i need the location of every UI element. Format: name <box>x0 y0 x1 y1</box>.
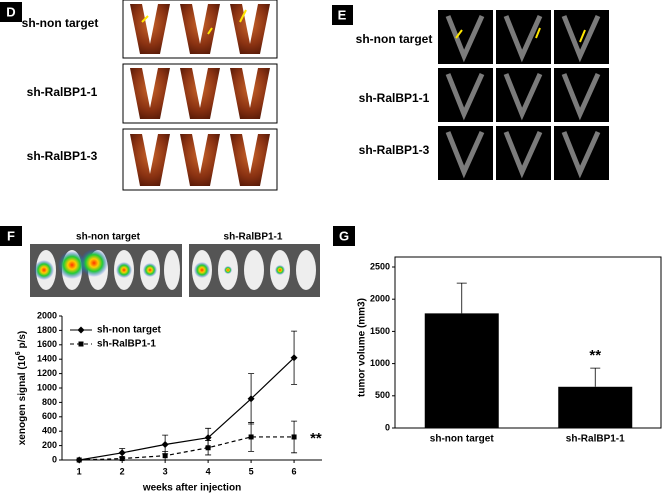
x-tick-label: 1 <box>77 466 82 476</box>
panel-badge <box>0 226 22 246</box>
bar <box>424 313 499 428</box>
marker <box>162 453 168 459</box>
x-tick-label: 2 <box>120 466 125 476</box>
y-tick-label: 1600 <box>37 339 57 349</box>
y-tick-label: 1200 <box>37 368 57 378</box>
series-line <box>79 436 295 461</box>
y-axis-label: tumor volume (mm3) <box>357 298 368 397</box>
panel-label: D <box>6 4 15 19</box>
x-tick-label: 5 <box>249 466 254 476</box>
error-bar <box>590 367 601 387</box>
y-tick-label: 500 <box>375 390 390 400</box>
row-label: sh-RalBP1-3 <box>27 149 98 163</box>
y-axis-label-part: 6 <box>15 351 22 355</box>
panel-badge <box>0 2 22 22</box>
y-axis-label: xenogen signal (106 p/s) <box>15 331 28 446</box>
y-tick-label: 0 <box>52 454 57 464</box>
row-label: sh-RalBP1-1 <box>359 91 430 105</box>
marker <box>76 457 82 463</box>
marker <box>291 434 297 440</box>
y-axis-label-part: xenogen signal (10 <box>17 355 28 445</box>
y-tick-label: 800 <box>42 397 57 407</box>
group-label: sh-non target <box>76 232 141 243</box>
x-tick-label: 3 <box>163 466 168 476</box>
scan-grid <box>438 10 609 180</box>
y-tick-label: 1400 <box>37 354 57 364</box>
marker <box>119 456 125 462</box>
y-tick-label: 2500 <box>370 261 390 271</box>
plot-frame <box>394 256 662 429</box>
bar <box>558 386 633 428</box>
x-tick-label: 4 <box>206 466 211 476</box>
panel-badge <box>333 226 355 246</box>
error-bar <box>456 282 467 314</box>
marker <box>161 441 169 449</box>
y-tick-label: 400 <box>42 426 57 436</box>
marker <box>118 449 126 457</box>
marker <box>248 434 254 440</box>
x-tick-label: 6 <box>292 466 297 476</box>
charts: 0 200 400 600 800 1000 1200 1400 1600 1800 2000 1 2 3… <box>15 256 662 494</box>
x-tick-label: sh-non target <box>430 434 495 445</box>
y-tick-label: 0 <box>385 422 390 432</box>
x-tick-label: sh-RalBP1-1 <box>566 434 625 445</box>
y-axis-label-part: p/s) <box>17 331 28 352</box>
y-tick-label: 1000 <box>37 382 57 392</box>
marker <box>290 354 298 362</box>
panel-label: G <box>339 228 349 243</box>
marker <box>247 395 255 403</box>
y-tick-label: 2000 <box>370 294 390 304</box>
row-label: sh-RalBP1-3 <box>359 143 430 157</box>
panel-label: E <box>338 7 347 22</box>
group-label: sh-RalBP1-1 <box>224 232 283 243</box>
y-tick-label: 600 <box>42 411 57 421</box>
y-tick-label: 1500 <box>370 326 390 336</box>
legend-label: sh-RalBP1-1 <box>97 339 156 350</box>
y-tick-label: 1000 <box>370 358 390 368</box>
marker <box>204 434 212 442</box>
annotation: ** <box>310 430 322 447</box>
mouse-images <box>30 244 320 297</box>
row-label: sh-RalBP1-1 <box>27 85 98 99</box>
y-tick-label: 2000 <box>37 310 57 320</box>
marker <box>205 445 211 451</box>
photo-grid <box>122 0 278 191</box>
panel-label: F <box>7 228 15 243</box>
y-tick-label: 1800 <box>37 325 57 335</box>
legend-marker <box>77 326 85 334</box>
row-label: sh-non target <box>356 32 433 46</box>
panel-badge <box>332 5 353 25</box>
legend-label: sh-non target <box>97 325 162 336</box>
annotation: ** <box>589 347 601 364</box>
legend-marker <box>78 341 84 347</box>
x-axis-label: weeks after injection <box>142 483 241 494</box>
series-line <box>79 357 295 461</box>
y-tick-label: 200 <box>42 440 57 450</box>
row-label: sh-non target <box>22 16 99 30</box>
